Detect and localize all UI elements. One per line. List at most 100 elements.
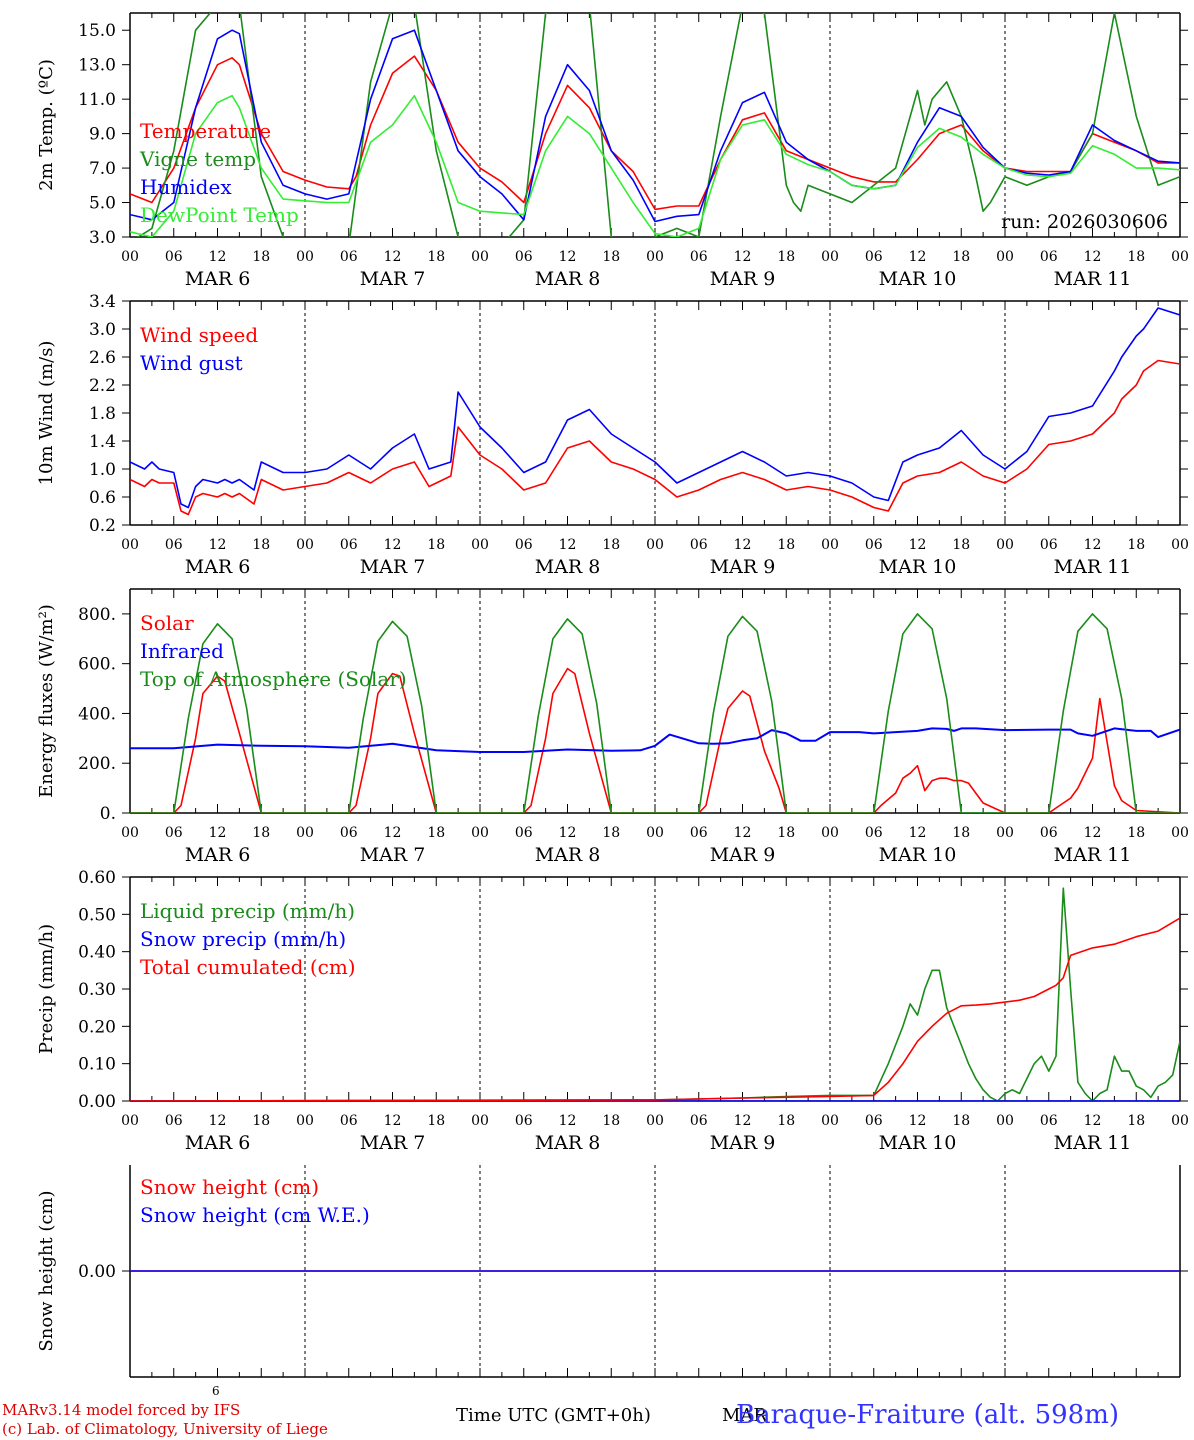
x-tick-label: 12 <box>384 537 402 553</box>
legend-dewpoint-temp: DewPoint Temp <box>140 203 299 227</box>
x-tick-label: 18 <box>427 825 445 841</box>
x-tick-label: 06 <box>1040 249 1058 265</box>
x-tick-label: 06 <box>690 537 708 553</box>
footer-stray-digit: 6 <box>212 1384 220 1398</box>
legend-snow-height-cm: Snow height (cm) <box>140 1175 319 1199</box>
legend-humidex: Humidex <box>140 175 232 199</box>
x-tick-label: 18 <box>1127 249 1145 265</box>
legend-vigne-temp: Vigne temp <box>139 147 256 171</box>
legend-liquid-precip-mm-h: Liquid precip (mm/h) <box>140 899 355 923</box>
x-tick-label: 18 <box>952 537 970 553</box>
x-tick-label: 12 <box>1084 1113 1102 1129</box>
x-tick-label: 06 <box>515 537 533 553</box>
x-tick-label: 00 <box>821 825 839 841</box>
panel-2: 0.2 0.6 1.0 1.4 1.8 2.2 2.6 3.0 3.4 10m Wind (m/s… <box>36 292 1189 578</box>
x-tick-label: 00 <box>1171 249 1189 265</box>
x-day-label: MAR 8 <box>535 1132 601 1154</box>
x-tick-label: 00 <box>296 537 314 553</box>
x-day-label: MAR 9 <box>710 1132 776 1154</box>
x-tick-label: 06 <box>340 249 358 265</box>
x-tick-label: 00 <box>121 1113 139 1129</box>
x-tick-label: 00 <box>646 825 664 841</box>
x-day-label: MAR 9 <box>710 268 776 290</box>
x-day-label: MAR 7 <box>360 556 426 578</box>
x-tick-label: 18 <box>602 825 620 841</box>
x-tick-label: 00 <box>121 249 139 265</box>
x-tick-label: 12 <box>384 1113 402 1129</box>
y-tick-label: 7.0 <box>89 159 116 179</box>
y-tick-label: 2.6 <box>89 348 116 368</box>
panel-3: 0. 200. 400. 600. 800. Energy fluxes (W/m²) 00… <box>36 588 1189 866</box>
y-tick-label: 0.40 <box>78 943 116 963</box>
x-day-label: MAR 8 <box>535 556 601 578</box>
x-tick-label: 12 <box>909 825 927 841</box>
x-tick-label: 06 <box>865 249 883 265</box>
x-tick-label: 00 <box>821 537 839 553</box>
y-tick-label: 1.0 <box>89 460 116 480</box>
footer-stray-month: MAR <box>722 1405 767 1426</box>
x-tick-label: 00 <box>471 1113 489 1129</box>
x-tick-label: 12 <box>559 249 577 265</box>
y-tick-label: 9.0 <box>89 125 116 145</box>
x-tick-label: 06 <box>690 825 708 841</box>
x-tick-label: 00 <box>646 1113 664 1129</box>
x-day-label: MAR 10 <box>879 844 957 866</box>
panel-1: 3.0 5.0 7.0 9.0 11.0 13.0 15.0 2m Temp. (ºC) 00 0… <box>36 12 1189 290</box>
series-liquid-precip-mm-h-line <box>130 887 1180 1101</box>
x-tick-label: 18 <box>252 1113 270 1129</box>
x-axis-title: Time UTC (GMT+0h) <box>456 1405 651 1426</box>
legend-infrared: Infrared <box>140 639 224 663</box>
legend-snow-precip-mm-h: Snow precip (mm/h) <box>140 927 346 951</box>
x-tick-label: 12 <box>559 537 577 553</box>
x-tick-label: 12 <box>734 825 752 841</box>
x-tick-label: 12 <box>734 249 752 265</box>
x-tick-label: 00 <box>471 249 489 265</box>
x-tick-label: 06 <box>690 1113 708 1129</box>
x-tick-label: 06 <box>865 537 883 553</box>
x-tick-label: 18 <box>602 537 620 553</box>
legend-temperature: Temperature <box>140 119 271 143</box>
y-tick-label: 600. <box>78 655 116 675</box>
x-tick-label: 12 <box>209 825 227 841</box>
x-tick-label: 00 <box>821 249 839 265</box>
x-tick-label: 06 <box>515 249 533 265</box>
y-tick-label: 0.20 <box>78 1017 116 1037</box>
footer-credit-line1: MARv3.14 model forced by IFS <box>2 1401 241 1419</box>
x-day-label: MAR 10 <box>879 556 957 578</box>
x-day-label: MAR 6 <box>185 1132 251 1154</box>
x-tick-label: 18 <box>952 825 970 841</box>
x-tick-label: 00 <box>471 825 489 841</box>
x-tick-label: 12 <box>1084 249 1102 265</box>
x-tick-label: 18 <box>427 1113 445 1129</box>
y-tick-label: 0.60 <box>78 868 116 888</box>
x-tick-label: 00 <box>471 537 489 553</box>
x-tick-label: 12 <box>209 249 227 265</box>
x-tick-label: 12 <box>909 537 927 553</box>
legend-total-cumulated-cm: Total cumulated (cm) <box>140 955 356 979</box>
y-tick-label: 2.2 <box>89 376 116 396</box>
x-tick-label: 18 <box>602 249 620 265</box>
y-tick-label: 0.30 <box>78 980 116 1000</box>
x-day-label: MAR 7 <box>360 844 426 866</box>
x-tick-label: 12 <box>384 249 402 265</box>
x-day-label: MAR 6 <box>185 844 251 866</box>
x-tick-label: 18 <box>952 1113 970 1129</box>
y-tick-label: 0.00 <box>78 1262 116 1282</box>
x-tick-label: 12 <box>209 537 227 553</box>
x-day-label: MAR 9 <box>710 556 776 578</box>
y-tick-label: 5.0 <box>89 194 116 214</box>
y-tick-label: 11.0 <box>78 90 116 110</box>
x-tick-label: 12 <box>909 249 927 265</box>
y-tick-label: 0.6 <box>89 488 116 508</box>
x-day-label: MAR 11 <box>1054 556 1132 578</box>
x-tick-label: 12 <box>734 537 752 553</box>
panel-4: 0.00 0.10 0.20 0.30 0.40 0.50 0.60 Precip (mm/h… <box>36 868 1189 1154</box>
x-tick-label: 06 <box>340 537 358 553</box>
x-tick-label: 12 <box>1084 537 1102 553</box>
x-tick-label: 06 <box>165 825 183 841</box>
series-solar-line <box>130 667 1180 813</box>
x-tick-label: 12 <box>559 825 577 841</box>
x-tick-label: 18 <box>1127 1113 1145 1129</box>
y-axis-title: Precip (mm/h) <box>36 924 57 1054</box>
x-tick-label: 00 <box>296 825 314 841</box>
